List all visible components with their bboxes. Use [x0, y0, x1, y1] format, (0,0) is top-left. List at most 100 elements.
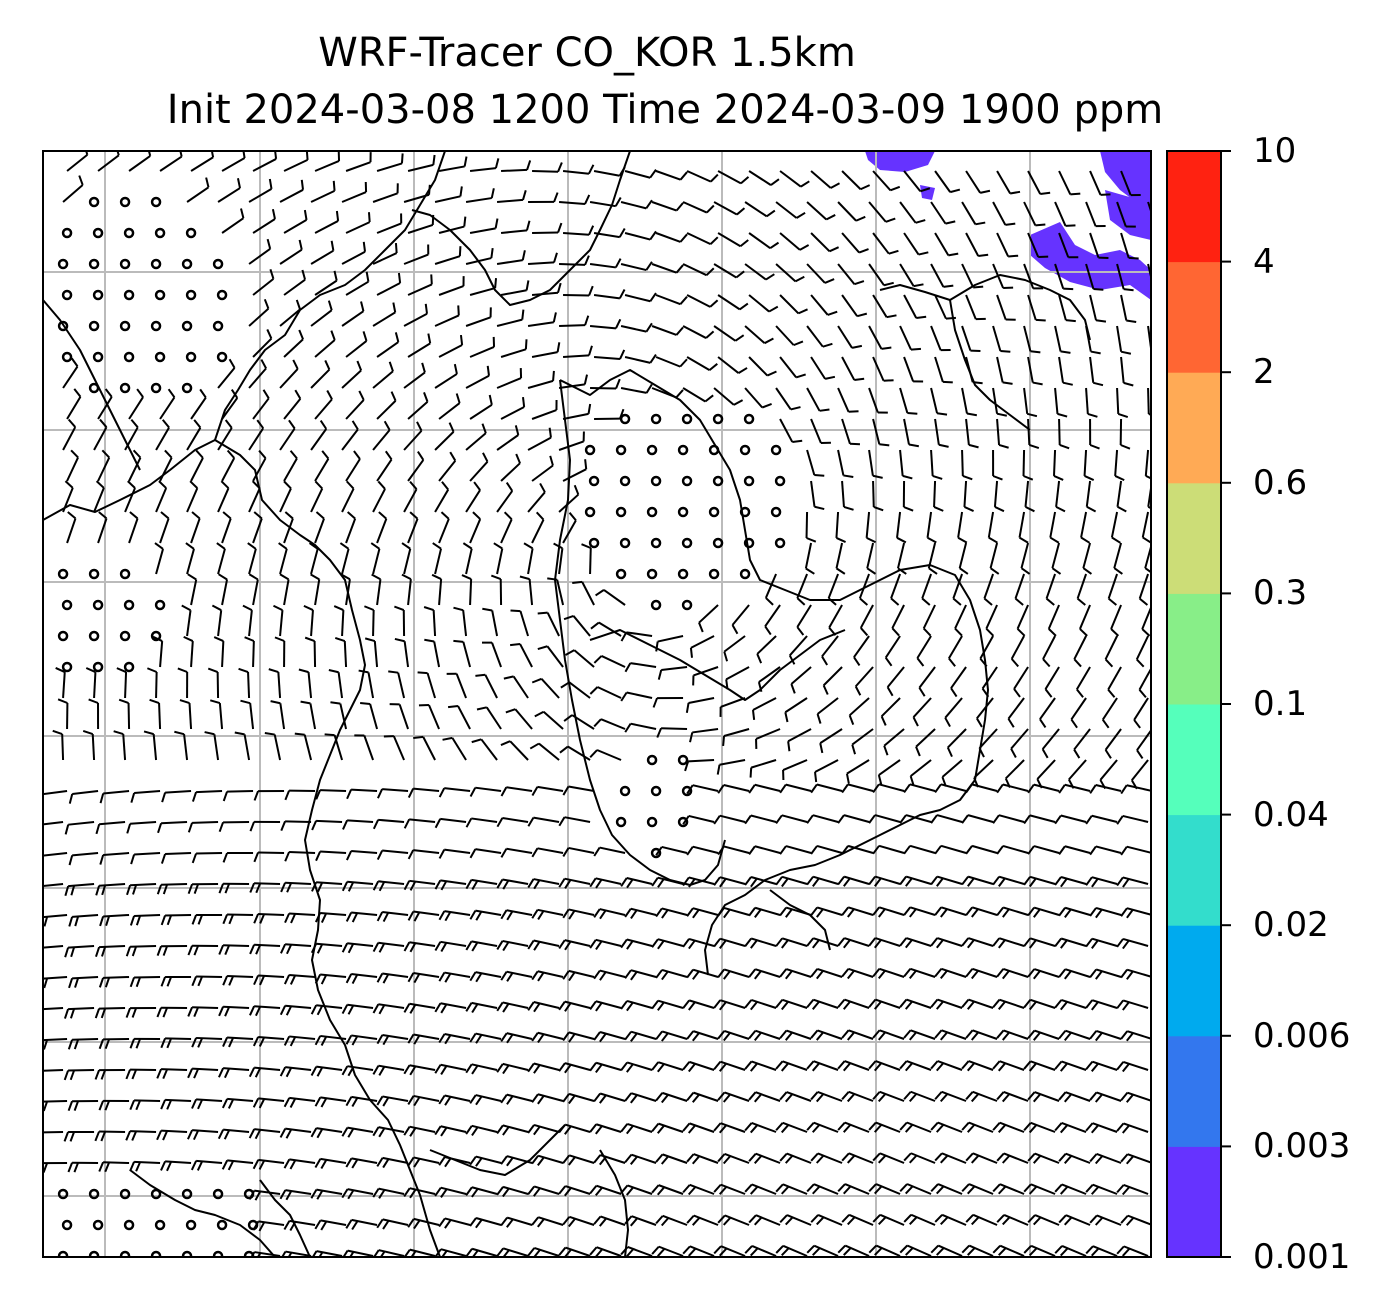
wind-barb	[314, 973, 347, 985]
wind-barb	[992, 1244, 1025, 1257]
wind-barb	[500, 453, 521, 482]
wind-barb	[620, 1061, 653, 1073]
wind-barb	[992, 998, 1025, 1010]
colorbar-band	[1167, 482, 1221, 594]
colorbar-tick-label: 10	[1253, 131, 1297, 171]
wind-barb	[372, 420, 391, 451]
wind-barb	[66, 511, 77, 544]
wind-barb	[983, 573, 995, 606]
wind-barb	[1058, 170, 1081, 196]
wind-barb	[529, 742, 560, 761]
wind-barb	[806, 937, 839, 949]
wind-barb	[1058, 294, 1076, 323]
wind-barb	[686, 784, 719, 795]
wind-barb	[345, 1095, 378, 1108]
wind-barb	[94, 1007, 126, 1019]
wind-barb	[655, 1214, 688, 1227]
wind-barb	[996, 356, 1013, 385]
wind-barb	[810, 906, 843, 918]
wind-barb	[465, 247, 494, 265]
wind-barb	[655, 294, 688, 306]
wind-barb	[1045, 573, 1057, 606]
wind-barb	[62, 175, 84, 203]
wind-barb	[934, 1090, 967, 1103]
wind-barb	[1089, 170, 1111, 196]
wind-barb	[63, 1131, 95, 1142]
wind-barb	[961, 1121, 994, 1133]
wind-barb	[796, 604, 812, 636]
calm-wind-circle	[681, 537, 693, 549]
wind-barb	[934, 906, 967, 918]
wind-barb	[686, 1153, 719, 1165]
wind-barb	[191, 852, 223, 864]
wind-barb	[837, 1183, 870, 1195]
wind-barb	[187, 1067, 219, 1079]
wind-barb	[531, 282, 562, 296]
calm-wind-circle	[677, 444, 689, 456]
wind-barb	[1027, 783, 1060, 794]
wind-barb	[624, 1153, 657, 1165]
calm-wind-circle	[61, 351, 73, 363]
wind-barb	[252, 389, 270, 420]
wind-barb	[1016, 604, 1029, 637]
calm-wind-circle	[677, 506, 689, 518]
wind-barb	[438, 1217, 471, 1229]
wind-barb	[903, 170, 931, 193]
wind-barb	[899, 937, 932, 949]
wind-barb	[934, 844, 967, 855]
wind-barb	[310, 1188, 343, 1200]
wind-barb	[500, 1093, 533, 1105]
wind-barb	[779, 418, 803, 443]
wind-barb	[744, 387, 772, 409]
colorbar-tick-label: 0.003	[1253, 1126, 1351, 1167]
wind-barb	[719, 697, 746, 717]
wind-barb	[314, 390, 333, 420]
wind-barb	[248, 359, 267, 389]
wind-barb	[992, 1121, 1025, 1133]
wind-barb	[99, 790, 130, 804]
wind-barb	[1101, 697, 1118, 729]
wind-barb	[372, 941, 405, 953]
wind-barb	[899, 875, 932, 887]
wind-barb	[930, 1121, 963, 1133]
calm-wind-circle	[88, 630, 100, 642]
wind-barb	[217, 419, 233, 451]
calm-wind-circle	[584, 506, 596, 518]
wind-barb	[558, 484, 580, 513]
wind-barb	[1027, 1029, 1060, 1041]
wind-barb	[868, 998, 901, 1010]
wind-barb	[190, 1159, 223, 1171]
wind-barb	[403, 879, 436, 891]
wind-barb	[218, 821, 250, 833]
wind-barb	[376, 511, 388, 544]
wind-barb	[656, 727, 688, 738]
wind-barb	[496, 1185, 529, 1198]
wind-barb	[187, 821, 219, 833]
wind-barb	[872, 1152, 905, 1164]
wind-barb	[1085, 876, 1118, 888]
wind-barb	[589, 197, 622, 208]
colorbar-band	[1167, 151, 1221, 263]
wind-barb	[496, 939, 529, 952]
wind-barb	[129, 1099, 161, 1111]
wind-barb	[1120, 784, 1151, 795]
wind-barb	[979, 635, 994, 667]
wind-barb	[156, 883, 188, 895]
wind-barb	[52, 729, 65, 761]
wind-barb	[883, 728, 905, 756]
wind-barb	[465, 1186, 498, 1198]
wind-barb	[311, 881, 343, 893]
wind-barb	[593, 289, 626, 300]
wind-barb	[651, 1245, 684, 1257]
wind-barb	[562, 403, 592, 420]
wind-barb	[496, 1001, 529, 1013]
coastline-segment	[589, 629, 846, 701]
wind-barb	[655, 845, 688, 856]
wind-barb	[342, 1249, 374, 1257]
wind-barb	[475, 673, 498, 699]
calm-wind-circle	[123, 661, 135, 673]
calm-wind-circle	[57, 630, 69, 642]
wind-barb	[1152, 295, 1166, 322]
wind-barb	[1116, 1122, 1149, 1134]
colorbar-band	[1167, 704, 1221, 816]
